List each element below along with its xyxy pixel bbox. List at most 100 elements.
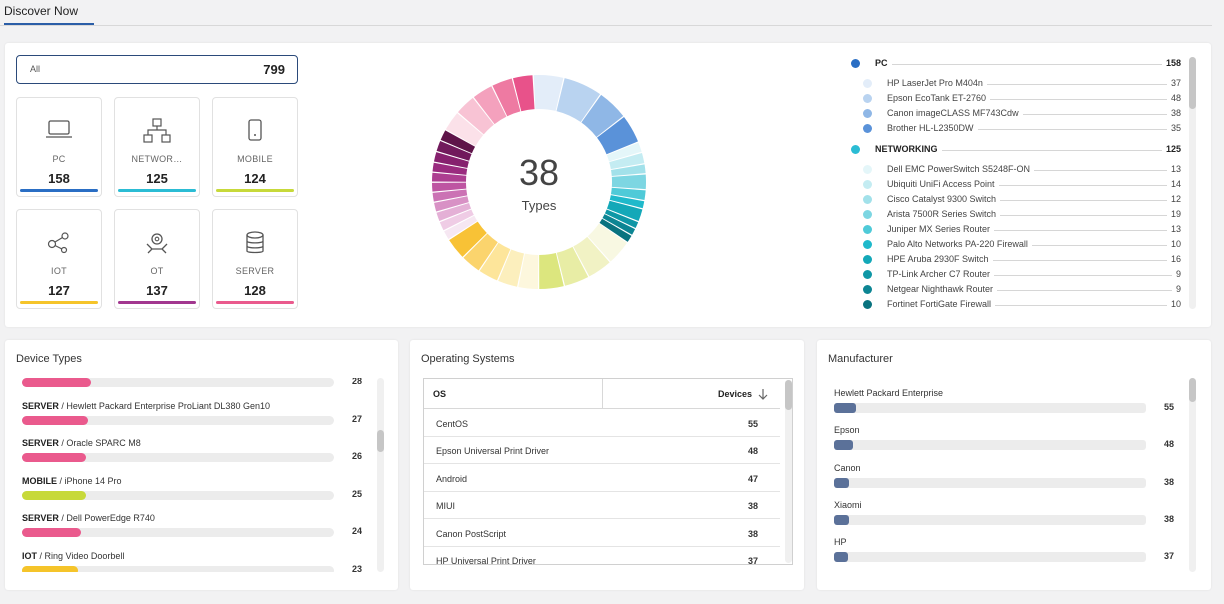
donut-segment-networking-11[interactable] xyxy=(604,209,639,228)
device-type-item[interactable]: SERVER / Hewlett Packard Enterprise ProL… xyxy=(22,401,362,437)
device-type-item[interactable]: MOBILE / iPhone 14 Pro 25 xyxy=(22,476,362,512)
donut-segment-ot-30[interactable] xyxy=(432,162,468,175)
manufacturer-scrollbar-thumb[interactable] xyxy=(1189,378,1196,402)
donut-segment-server-36[interactable] xyxy=(473,86,507,125)
table-row[interactable]: CentOS 55 xyxy=(424,410,780,437)
donut-segment-ot-27[interactable] xyxy=(432,189,468,202)
device-type-item[interactable]: IOT / Ring Video Doorbell 23 xyxy=(22,551,362,572)
donut-segment-server-34[interactable] xyxy=(445,113,484,147)
donut-segment-pc-3[interactable] xyxy=(597,117,638,155)
device-type-item[interactable]: SERVER / Oracle SPARC M8 26 xyxy=(22,438,362,474)
donut-segment-mobile-14[interactable] xyxy=(587,223,627,262)
donut-segment-iot-20[interactable] xyxy=(479,242,511,281)
device-type-item[interactable]: SERVER / Dell PowerEdge R740 24 xyxy=(22,513,362,549)
donut-segment-networking-4[interactable] xyxy=(606,142,642,162)
donut-segment-ot-33[interactable] xyxy=(440,130,476,154)
donut-segment-pc-1[interactable] xyxy=(556,78,601,123)
donut-segment-iot-21[interactable] xyxy=(463,233,498,271)
device-type-bar-fill xyxy=(22,490,86,500)
legend-item-row[interactable]: Palo Alto Networks PA-220 Firewall 10 xyxy=(841,237,1181,251)
donut-segment-networking-10[interactable] xyxy=(606,200,643,222)
donut-segment-ot-26[interactable] xyxy=(434,196,469,212)
legend-item-row[interactable]: Epson EcoTank ET-2760 48 xyxy=(841,91,1181,105)
os-table-scrollbar[interactable] xyxy=(785,380,792,563)
donut-segment-mobile-17[interactable] xyxy=(539,253,564,289)
donut-segment-networking-13[interactable] xyxy=(599,218,632,242)
legend-item-row[interactable]: Brother HL-L2350DW 35 xyxy=(841,121,1181,135)
donut-segment-server-38[interactable] xyxy=(512,75,535,112)
donut-segment-ot-29[interactable] xyxy=(432,172,467,182)
ot-icon xyxy=(115,230,199,254)
donut-segment-iot-19[interactable] xyxy=(498,249,525,287)
donut-segment-iot-22[interactable] xyxy=(449,221,487,257)
donut-segment-ot-24[interactable] xyxy=(439,209,474,231)
card-accent-bar xyxy=(216,189,294,192)
donut-segment-mobile-15[interactable] xyxy=(573,236,610,277)
legend-item-row[interactable]: Cisco Catalyst 9300 Switch 12 xyxy=(841,192,1181,206)
table-row[interactable]: Canon PostScript 38 xyxy=(424,520,780,547)
legend-item-row[interactable]: HPE Aruba 2930F Switch 16 xyxy=(841,252,1181,266)
legend-swatch xyxy=(863,270,872,279)
donut-segment-server-37[interactable] xyxy=(492,78,521,117)
donut-segment-pc-0[interactable] xyxy=(533,75,564,111)
manufacturer-item[interactable]: HP 37 xyxy=(834,537,1174,572)
donut-segment-ot-32[interactable] xyxy=(436,141,472,161)
tab-discover-now[interactable]: Discover Now xyxy=(4,4,94,25)
category-card-mobile[interactable]: MOBILE 124 xyxy=(212,97,298,197)
donut-segment-networking-12[interactable] xyxy=(602,214,636,235)
device-types-scrollbar-thumb[interactable] xyxy=(377,430,384,452)
donut-segment-ot-28[interactable] xyxy=(432,182,467,192)
device-category: SERVER xyxy=(22,513,59,523)
donut-segment-ot-31[interactable] xyxy=(433,152,469,169)
legend-scrollbar[interactable] xyxy=(1189,57,1196,309)
table-row[interactable]: Android 47 xyxy=(424,465,780,492)
donut-segment-iot-18[interactable] xyxy=(518,253,539,289)
category-card-iot[interactable]: IOT 127 xyxy=(16,209,102,309)
donut-segment-networking-9[interactable] xyxy=(609,195,645,209)
manufacturer-item[interactable]: Hewlett Packard Enterprise 55 xyxy=(834,388,1174,424)
legend-item-row[interactable]: Arista 7500R Series Switch 19 xyxy=(841,207,1181,221)
manufacturer-scrollbar[interactable] xyxy=(1189,378,1196,572)
donut-segment-networking-6[interactable] xyxy=(611,164,646,176)
category-card-pc[interactable]: PC 158 xyxy=(16,97,102,197)
legend-item-row[interactable]: Dell EMC PowerSwitch S5248F-ON 13 xyxy=(841,162,1181,176)
category-card-server[interactable]: SERVER 128 xyxy=(212,209,298,309)
donut-segment-networking-7[interactable] xyxy=(611,174,646,190)
donut-segment-networking-5[interactable] xyxy=(609,152,645,170)
legend-category-row[interactable]: PC 158 xyxy=(841,56,1181,70)
column-header-os[interactable]: OS xyxy=(433,389,447,399)
donut-segment-networking-8[interactable] xyxy=(610,187,646,200)
manufacturer-bar-fill xyxy=(834,514,849,525)
legend-category-row[interactable]: NETWORKING 125 xyxy=(841,142,1181,156)
legend-scrollbar-thumb[interactable] xyxy=(1189,57,1196,109)
legend-item-row[interactable]: TP-Link Archer C7 Router 9 xyxy=(841,267,1181,281)
all-devices-filter[interactable]: All 799 xyxy=(16,55,298,84)
manufacturer-item[interactable]: Xiaomi 38 xyxy=(834,500,1174,536)
donut-segment-mobile-16[interactable] xyxy=(556,246,589,286)
legend-leader-line xyxy=(887,99,1173,100)
legend-item-row[interactable]: Juniper MX Series Router 13 xyxy=(841,222,1181,236)
sort-down-icon[interactable] xyxy=(758,387,768,405)
device-types-scrollbar[interactable] xyxy=(377,378,384,572)
category-card-networking[interactable]: NETWOR… 125 xyxy=(114,97,200,197)
donut-segment-ot-25[interactable] xyxy=(436,202,472,222)
donut-segment-ot-23[interactable] xyxy=(444,215,478,240)
card-label: MOBILE xyxy=(237,154,273,164)
category-card-ot[interactable]: OT 137 xyxy=(114,209,200,309)
manufacturer-item[interactable]: Canon 38 xyxy=(834,463,1174,499)
table-row[interactable]: Epson Universal Print Driver 48 xyxy=(424,437,780,465)
manufacturer-item[interactable]: Epson 48 xyxy=(834,425,1174,461)
legend-leader-line xyxy=(887,230,1173,231)
legend-item-row[interactable]: HP LaserJet Pro M404n 37 xyxy=(841,76,1181,90)
device-type-item[interactable]: 28 xyxy=(22,378,362,399)
legend-item-row[interactable]: Canon imageCLASS MF743Cdw 38 xyxy=(841,106,1181,120)
table-row[interactable]: MIUI 38 xyxy=(424,492,780,520)
legend-item-row[interactable]: Netgear Nighthawk Router 9 xyxy=(841,282,1181,296)
column-header-devices[interactable]: Devices xyxy=(717,389,752,399)
legend-item-row[interactable]: Fortinet FortiGate Firewall 10 xyxy=(841,297,1181,310)
donut-segment-pc-2[interactable] xyxy=(581,94,624,137)
legend-item-row[interactable]: Ubiquiti UniFi Access Point 14 xyxy=(841,177,1181,191)
table-row[interactable]: HP Universal Print Driver 37 xyxy=(424,547,780,564)
os-table-scrollbar-thumb[interactable] xyxy=(785,380,792,410)
donut-segment-server-35[interactable] xyxy=(457,97,494,135)
